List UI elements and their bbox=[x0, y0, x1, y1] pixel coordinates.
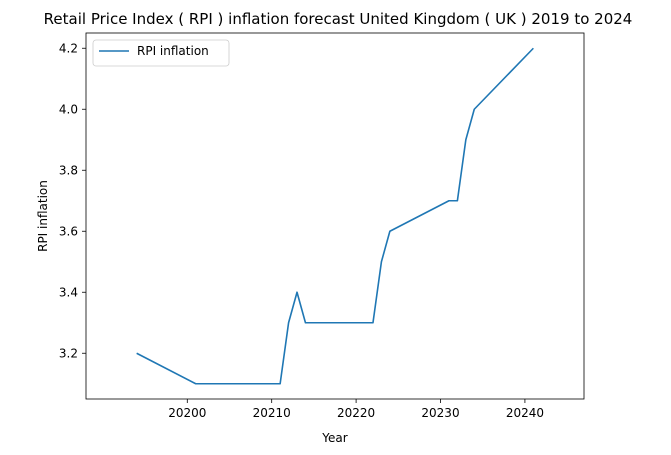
series-line-rpi-inflation bbox=[136, 47, 534, 385]
x-axis: 20200 20210 20220 20230 20240 bbox=[168, 399, 544, 420]
y-axis: 3.2 3.4 3.6 3.8 4.0 4.2 bbox=[59, 41, 86, 360]
y-tick-label: 4.0 bbox=[59, 102, 78, 116]
x-tick-label: 20230 bbox=[421, 406, 459, 420]
y-tick-label: 3.4 bbox=[59, 285, 78, 299]
x-tick-label: 20200 bbox=[168, 406, 206, 420]
chart-title: Retail Price Index ( RPI ) inflation for… bbox=[44, 10, 633, 28]
plot-area: 20200 20210 20220 20230 20240 3.2 3.4 3.6 3.8 4.… bbox=[59, 32, 585, 420]
x-axis-label: Year bbox=[321, 431, 347, 445]
y-axis-label: RPI inflation bbox=[36, 180, 50, 252]
y-tick-label: 3.2 bbox=[59, 346, 78, 360]
legend-box bbox=[92, 39, 230, 67]
x-tick-label: 20210 bbox=[253, 406, 291, 420]
x-tick-label: 20240 bbox=[506, 406, 544, 420]
y-tick-label: 4.2 bbox=[59, 41, 78, 55]
y-tick-label: 3.8 bbox=[59, 163, 78, 177]
legend: RPI inflation bbox=[92, 39, 230, 67]
x-tick-label: 20220 bbox=[337, 406, 375, 420]
plot-frame bbox=[85, 32, 585, 400]
legend-label: RPI inflation bbox=[137, 44, 209, 58]
y-tick-label: 3.6 bbox=[59, 224, 78, 238]
